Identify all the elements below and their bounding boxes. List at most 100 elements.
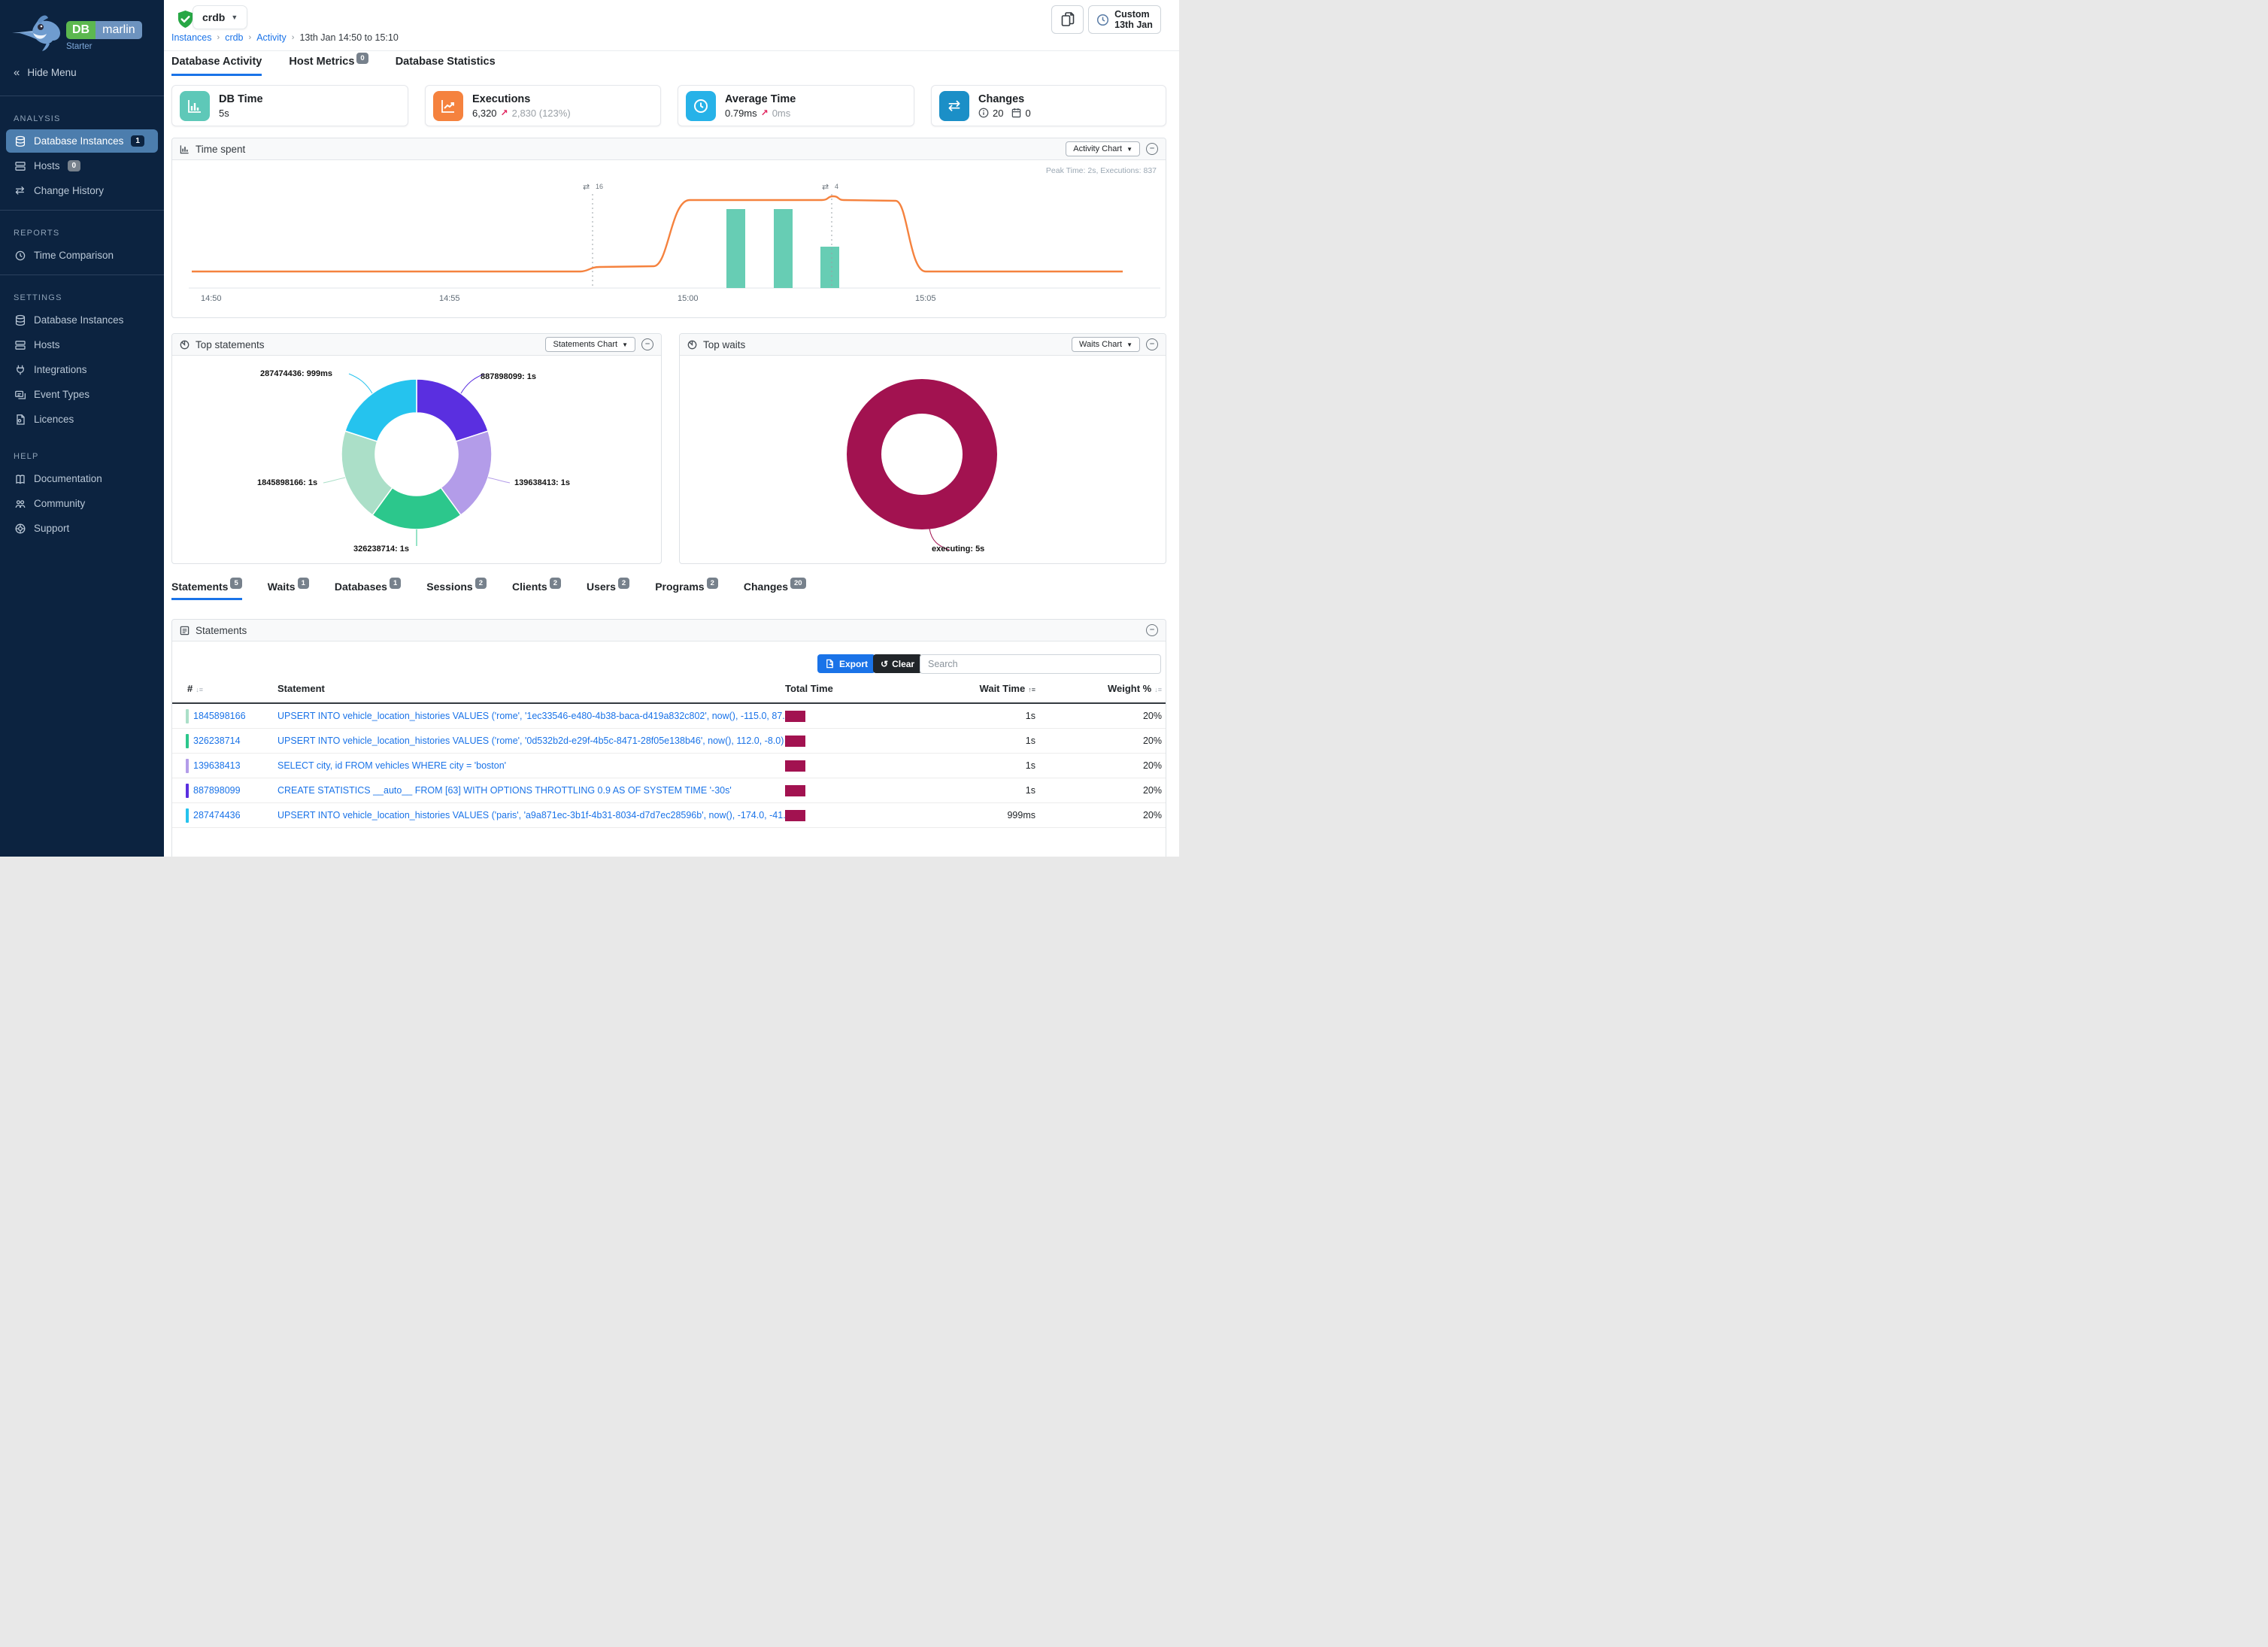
tab-changes[interactable]: Changes 20: [744, 578, 806, 600]
table-row[interactable]: 326238714 UPSERT INTO vehicle_location_h…: [172, 729, 1166, 754]
sidebar-item-event-types[interactable]: Event Types: [6, 383, 158, 406]
database-icon: [14, 314, 26, 326]
executions-bar[interactable]: [820, 247, 839, 288]
tab-badge: 1: [389, 578, 402, 589]
slice-label: 287474436: 999ms: [259, 369, 332, 378]
clear-button[interactable]: ↺ Clear: [873, 654, 923, 673]
x-tick: 15:00: [678, 294, 699, 303]
weight-value: 20%: [1142, 711, 1162, 721]
statement-sql-link[interactable]: SELECT city, id FROM vehicles WHERE city…: [277, 760, 507, 771]
hide-menu-button[interactable]: « Hide Menu: [0, 57, 164, 88]
waits-donut-chart[interactable]: executing: 5s: [680, 356, 1166, 563]
statement-sql-link[interactable]: UPSERT INTO vehicle_location_histories V…: [277, 736, 784, 746]
slice-887898099[interactable]: [416, 378, 490, 442]
instance-selector[interactable]: crdb ▼: [193, 5, 248, 29]
sidebar-item-hosts[interactable]: Hosts 0: [6, 154, 158, 177]
minimize-panel-icon[interactable]: –: [1146, 143, 1158, 155]
db-time-line: [192, 195, 1123, 273]
tab-database-activity[interactable]: Database Activity: [171, 56, 262, 76]
wait-time-value: 1s: [1025, 785, 1035, 796]
col-number[interactable]: # ↓≡: [187, 683, 203, 694]
statements-chart-selector[interactable]: Statements Chart ▼: [545, 337, 635, 352]
sidebar-item-integrations[interactable]: Integrations: [6, 358, 158, 381]
tab-badge: 2: [706, 578, 718, 589]
waits-donut: [847, 379, 997, 551]
slice-287474436[interactable]: [344, 378, 417, 442]
waits-chart-selector[interactable]: Waits Chart ▼: [1072, 337, 1140, 352]
sidebar-item-settings-hosts[interactable]: Hosts: [6, 333, 158, 356]
sidebar-item-community[interactable]: Community: [6, 492, 158, 515]
table-row[interactable]: 887898099 CREATE STATISTICS __auto__ FRO…: [172, 778, 1166, 803]
change-marker-count[interactable]: 4: [835, 183, 838, 190]
table-row[interactable]: 287474436 UPSERT INTO vehicle_location_h…: [172, 803, 1166, 828]
slice-executing[interactable]: [847, 379, 997, 529]
tab-databases[interactable]: Databases 1: [335, 578, 402, 600]
minimize-panel-icon[interactable]: –: [1146, 624, 1158, 636]
tab-sessions[interactable]: Sessions 2: [426, 578, 487, 600]
tab-database-statistics[interactable]: Database Statistics: [395, 56, 496, 68]
metric-card-changes: ⇄ Changes 20 0: [931, 85, 1166, 126]
bar-chart-icon: [180, 90, 210, 121]
swap-arrows-icon: ⇄: [939, 90, 969, 121]
health-shield-icon: [177, 10, 194, 33]
sidebar-item-change-history[interactable]: ⇄ Change History: [6, 179, 158, 202]
table-toolbar: Export ↺ Clear: [172, 654, 1166, 675]
tab-clients[interactable]: Clients 2: [512, 578, 561, 600]
section-reports: REPORTS: [14, 229, 60, 238]
breadcrumb-crdb[interactable]: crdb: [225, 32, 244, 43]
col-total-time[interactable]: Total Time: [785, 683, 833, 694]
brand-marlin: marlin: [96, 21, 142, 39]
statement-sql-link[interactable]: UPSERT INTO vehicle_location_histories V…: [277, 711, 793, 721]
sidebar-item-licences[interactable]: Licences: [6, 408, 158, 431]
copy-link-button[interactable]: [1051, 5, 1084, 34]
breadcrumb-instances[interactable]: Instances: [171, 32, 212, 43]
activity-chart-selector[interactable]: Activity Chart ▼: [1066, 141, 1140, 156]
statement-id-link[interactable]: 326238714: [193, 736, 241, 746]
tab-statements[interactable]: Statements 5: [171, 578, 242, 600]
statement-id-link[interactable]: 887898099: [193, 785, 241, 796]
executions-bar[interactable]: [774, 209, 793, 288]
leader-line: [323, 477, 346, 484]
col-wait-time[interactable]: Wait Time ↑≡: [979, 683, 1035, 694]
sidebar-item-database-instances[interactable]: Database Instances 1: [6, 129, 158, 153]
total-time-bar: [785, 711, 805, 722]
table-row[interactable]: 1845898166 UPSERT INTO vehicle_location_…: [172, 704, 1166, 729]
view-tabs: Database Activity Host Metrics 0 Database…: [171, 53, 496, 76]
slice-label: 326238714: 1s: [353, 544, 410, 554]
tab-waits[interactable]: Waits 1: [268, 578, 309, 600]
sidebar-item-documentation[interactable]: Documentation: [6, 467, 158, 490]
wait-time-value: 1s: [1025, 736, 1035, 746]
minimize-panel-icon[interactable]: –: [641, 338, 653, 350]
sidebar-item-support[interactable]: Support: [6, 517, 158, 540]
tab-host-metrics[interactable]: Host Metrics 0: [289, 53, 368, 76]
hide-menu-label: Hide Menu: [27, 67, 77, 78]
executions-bar[interactable]: [726, 209, 745, 288]
table-row[interactable]: 139638413 SELECT city, id FROM vehicles …: [172, 754, 1166, 778]
search-input[interactable]: [920, 654, 1161, 674]
licence-icon: [14, 413, 26, 426]
change-marker-count[interactable]: 16: [596, 183, 603, 190]
time-range-button[interactable]: Custom 13th Jan: [1088, 5, 1161, 34]
statement-sql-link[interactable]: CREATE STATISTICS __auto__ FROM [63] WIT…: [277, 785, 732, 796]
col-weight[interactable]: Weight % ↓≡: [1107, 683, 1162, 694]
divider: [0, 274, 164, 275]
pie-chart-icon: [180, 340, 190, 350]
statements-panel: Statements – Export ↺ Clear #↓≡ Statem: [171, 619, 1166, 857]
time-spent-chart[interactable]: Peak Time: 2s, Executions: 837 ⇄ 16 ⇄ 4 …: [172, 160, 1166, 317]
statement-sql-link[interactable]: UPSERT INTO vehicle_location_histories V…: [277, 810, 794, 820]
statement-id-link[interactable]: 1845898166: [193, 711, 246, 721]
export-button[interactable]: Export: [817, 654, 876, 673]
sidebar-item-time-comparison[interactable]: Time Comparison: [6, 244, 158, 267]
statement-id-link[interactable]: 139638413: [193, 760, 241, 771]
total-time-bar: [785, 760, 805, 772]
tab-users[interactable]: Users 2: [587, 578, 630, 600]
copy-icon: [1061, 12, 1074, 26]
chart-icon: [180, 144, 190, 154]
sidebar-item-settings-database-instances[interactable]: Database Instances: [6, 308, 158, 332]
breadcrumb-activity[interactable]: Activity: [256, 32, 287, 43]
minimize-panel-icon[interactable]: –: [1146, 338, 1158, 350]
statement-id-link[interactable]: 287474436: [193, 810, 241, 820]
statements-donut-chart[interactable]: 287474436: 999ms 887898099: 1s 184589816…: [172, 356, 661, 563]
tab-programs[interactable]: Programs 2: [655, 578, 718, 600]
col-statement[interactable]: Statement: [277, 683, 325, 694]
